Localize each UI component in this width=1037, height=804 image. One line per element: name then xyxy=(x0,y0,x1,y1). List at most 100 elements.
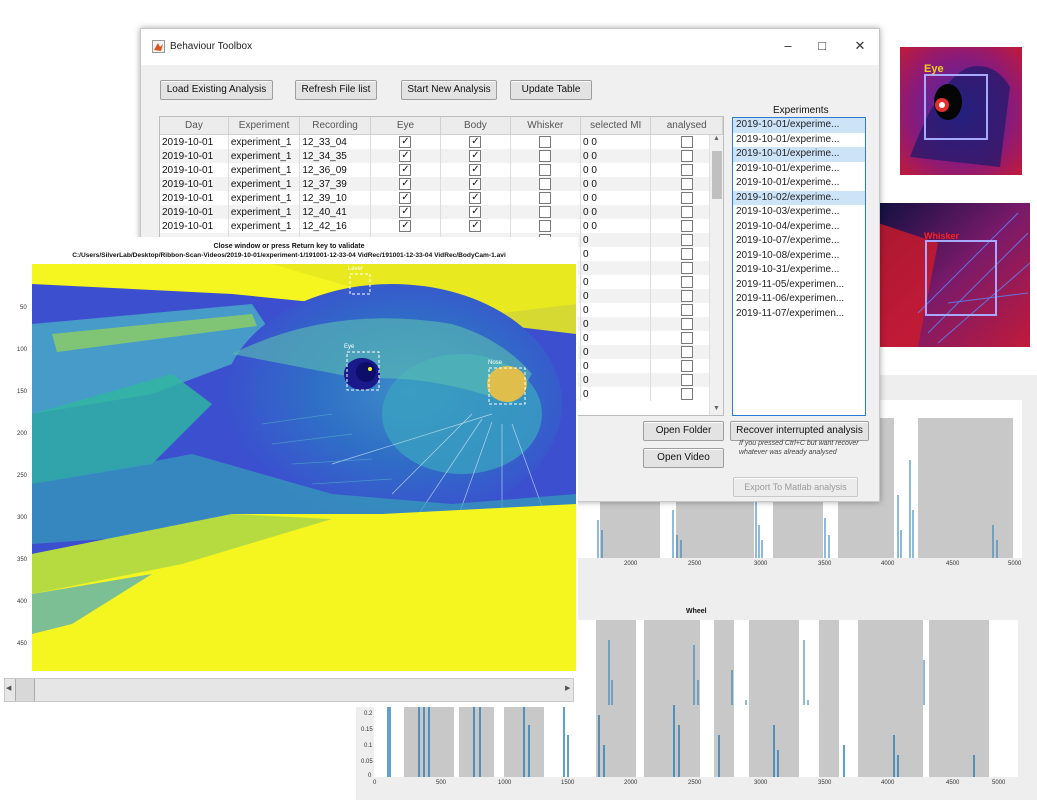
cell-whisker-checkbox[interactable] xyxy=(510,205,582,219)
checkbox[interactable] xyxy=(680,290,693,302)
recover-interrupted-analysis-button[interactable]: Recover interrupted analysis xyxy=(730,421,869,441)
cell-analysed-checkbox[interactable] xyxy=(650,205,723,219)
checkbox[interactable]: ✓ xyxy=(399,164,412,176)
frame-slider[interactable]: ◀ ▶ xyxy=(4,678,574,702)
experiment-list-item[interactable]: 2019-10-04/experime... xyxy=(736,220,840,232)
cell-body-checkbox[interactable]: ✓ xyxy=(440,191,511,205)
experiment-list-item[interactable]: 2019-10-01/experime... xyxy=(733,118,865,133)
cell-eye-checkbox[interactable]: ✓ xyxy=(370,134,442,149)
cell-whisker-checkbox[interactable] xyxy=(510,134,582,149)
close-icon[interactable]: ✕ xyxy=(854,38,866,53)
col-header-selected-mi[interactable]: selected MI xyxy=(580,117,652,135)
experiment-list-item[interactable]: 2019-11-07/experimen... xyxy=(736,307,845,319)
experiment-list-item[interactable]: 2019-10-08/experime... xyxy=(736,249,840,261)
checkbox[interactable] xyxy=(539,136,552,148)
checkbox[interactable] xyxy=(680,220,693,232)
checkbox[interactable] xyxy=(539,220,552,232)
cell-whisker-checkbox[interactable] xyxy=(510,219,582,233)
checkbox[interactable] xyxy=(680,360,693,372)
checkbox[interactable] xyxy=(539,150,552,162)
table-row[interactable]: 2019-10-01 experiment_1 12_37_39 ✓ ✓ 0 0 xyxy=(160,177,723,191)
checkbox[interactable]: ✓ xyxy=(399,150,412,162)
checkbox[interactable]: ✓ xyxy=(469,206,482,218)
checkbox[interactable] xyxy=(539,192,552,204)
scroll-up-arrow-icon[interactable]: ▲ xyxy=(713,135,720,142)
cell-whisker-checkbox[interactable] xyxy=(510,163,582,177)
checkbox[interactable] xyxy=(680,318,693,330)
cell-whisker-checkbox[interactable] xyxy=(510,149,582,163)
checkbox[interactable]: ✓ xyxy=(399,178,412,190)
cell-whisker-checkbox[interactable] xyxy=(510,177,582,191)
load-existing-analysis-button[interactable]: Load Existing Analysis xyxy=(160,80,273,100)
open-video-button[interactable]: Open Video xyxy=(643,448,724,468)
cell-analysed-checkbox[interactable] xyxy=(650,134,723,149)
checkbox[interactable] xyxy=(680,192,693,204)
checkbox[interactable] xyxy=(680,304,693,316)
cell-eye-checkbox[interactable]: ✓ xyxy=(370,149,442,163)
col-header-whisker[interactable]: Whisker xyxy=(510,117,582,135)
checkbox[interactable] xyxy=(539,178,552,190)
cell-body-checkbox[interactable]: ✓ xyxy=(440,163,511,177)
checkbox[interactable]: ✓ xyxy=(399,136,412,148)
cell-body-checkbox[interactable]: ✓ xyxy=(440,205,511,219)
export-to-matlab-button[interactable]: Export To Matlab analysis xyxy=(733,477,858,497)
experiment-list-item[interactable]: 2019-10-31/experime... xyxy=(736,264,840,275)
checkbox[interactable] xyxy=(680,164,693,176)
table-scrollbar[interactable]: ▲ ▼ xyxy=(709,135,723,415)
checkbox[interactable]: ✓ xyxy=(399,192,412,204)
col-header-body[interactable]: Body xyxy=(440,117,511,135)
checkbox[interactable] xyxy=(680,206,693,218)
checkbox[interactable]: ✓ xyxy=(399,220,412,232)
cell-eye-checkbox[interactable]: ✓ xyxy=(370,219,442,233)
checkbox[interactable] xyxy=(539,206,552,218)
experiment-list-item[interactable]: 2019-10-01/experime... xyxy=(736,133,840,145)
slider-thumb[interactable] xyxy=(15,679,35,701)
cell-eye-checkbox[interactable]: ✓ xyxy=(370,163,442,177)
table-row[interactable]: 2019-10-01 experiment_1 12_42_16 ✓ ✓ 0 0 xyxy=(160,219,723,233)
cell-analysed-checkbox[interactable] xyxy=(650,149,723,163)
checkbox[interactable]: ✓ xyxy=(469,220,482,232)
cell-body-checkbox[interactable]: ✓ xyxy=(440,177,511,191)
cell-body-checkbox[interactable]: ✓ xyxy=(440,149,511,163)
experiment-list-item[interactable]: 2019-10-01/experime... xyxy=(733,147,865,162)
video-frame-image[interactable]: Eye Nose Lever xyxy=(32,264,576,671)
experiment-list-item[interactable]: 2019-10-01/experime... xyxy=(736,177,840,188)
cell-body-checkbox[interactable]: ✓ xyxy=(440,219,511,233)
table-row[interactable]: 2019-10-01 experiment_1 12_40_41 ✓ ✓ 0 0 xyxy=(160,205,723,219)
checkbox[interactable]: ✓ xyxy=(469,192,482,204)
experiment-list-item[interactable]: 2019-10-01/experime... xyxy=(736,162,840,174)
start-new-analysis-button[interactable]: Start New Analysis xyxy=(401,80,497,100)
update-table-button[interactable]: Update Table xyxy=(510,80,592,100)
table-row[interactable]: 2019-10-01 experiment_1 12_36_09 ✓ ✓ 0 0 xyxy=(160,163,723,177)
checkbox[interactable] xyxy=(680,374,693,386)
cell-analysed-checkbox[interactable] xyxy=(650,219,723,233)
cell-eye-checkbox[interactable]: ✓ xyxy=(370,191,442,205)
checkbox[interactable]: ✓ xyxy=(469,136,482,148)
minimize-icon[interactable]: – xyxy=(784,38,792,53)
checkbox[interactable] xyxy=(680,388,693,400)
cell-analysed-checkbox[interactable] xyxy=(650,177,723,191)
experiment-list-item[interactable]: 2019-11-05/experimen... xyxy=(736,278,845,290)
table-row[interactable]: 2019-10-01 experiment_1 12_33_04 ✓ ✓ 0 0 xyxy=(160,134,723,149)
cell-body-checkbox[interactable]: ✓ xyxy=(440,134,511,149)
experiments-list[interactable]: 2019-10-01/experime... 2019-10-01/experim… xyxy=(732,117,866,416)
checkbox[interactable] xyxy=(680,136,693,148)
col-header-experiment[interactable]: Experiment xyxy=(228,117,301,135)
checkbox[interactable]: ✓ xyxy=(399,206,412,218)
checkbox[interactable] xyxy=(680,262,693,274)
refresh-file-list-button[interactable]: Refresh File list xyxy=(295,80,377,100)
col-header-analysed[interactable]: analysed xyxy=(650,117,723,135)
checkbox[interactable] xyxy=(680,248,693,260)
table-row[interactable]: 2019-10-01 experiment_1 12_34_35 ✓ ✓ 0 0 xyxy=(160,149,723,163)
experiment-list-item[interactable]: 2019-10-07/experime... xyxy=(736,235,840,246)
scroll-thumb[interactable] xyxy=(712,151,722,199)
maximize-icon[interactable]: □ xyxy=(818,38,826,53)
col-header-day[interactable]: Day xyxy=(160,117,229,135)
checkbox[interactable] xyxy=(539,164,552,176)
scroll-down-arrow-icon[interactable]: ▼ xyxy=(713,405,720,412)
experiment-list-item[interactable]: 2019-11-06/experimen... xyxy=(736,293,845,304)
checkbox[interactable] xyxy=(680,234,693,246)
checkbox[interactable]: ✓ xyxy=(469,178,482,190)
cell-eye-checkbox[interactable]: ✓ xyxy=(370,205,442,219)
cell-eye-checkbox[interactable]: ✓ xyxy=(370,177,442,191)
